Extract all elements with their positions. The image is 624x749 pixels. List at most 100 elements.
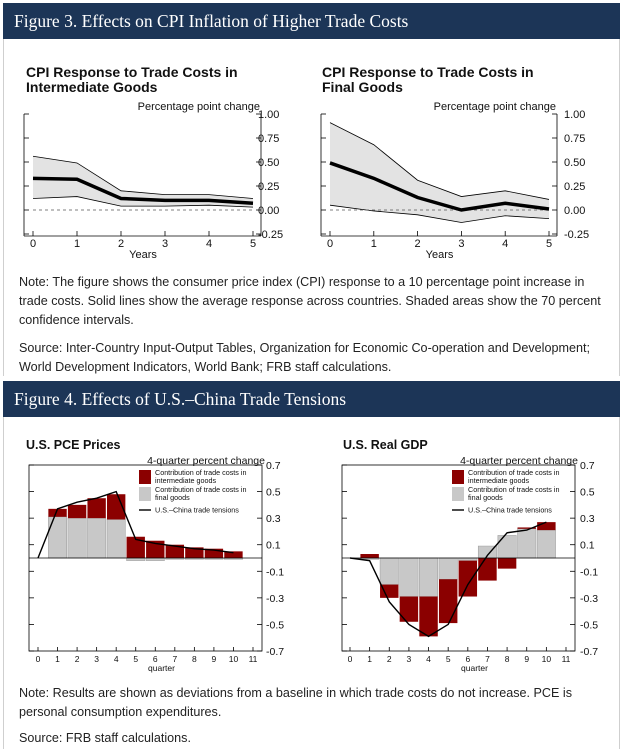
fig4-chart2-xtick-label: 10 [542,654,552,664]
fig4-chart1-xtick-label: 9 [212,654,217,664]
fig3-chart2-xtick-label: 0 [327,238,333,250]
fig3-chart1-xlabel: Years [129,249,157,261]
fig4-chart2-bar-final [399,557,419,597]
fig4-chart1-ytick-label: 0.5 [266,487,281,499]
fig4-chart1-xtick-label: 11 [249,654,258,664]
figure-3-panel [3,39,620,376]
fig4-chart1-ytick-label: 0.3 [266,513,281,525]
fig3-chart1-confidence-band [33,156,253,208]
fig4-chart2-bar-intermediate [399,596,419,622]
fig4-chart1-bar-intermediate [224,551,243,558]
fig4-chart2-ytick-label: 0.7 [580,460,595,472]
fig4-chart2-title: U.S. Real GDP [343,438,428,452]
fig4-chart1-legend-intermediate-line2: intermediate goods [155,476,217,485]
fig3-chart1-ytick-label: 0.75 [258,133,279,145]
fig3-chart1-title-line1: CPI Response to Trade Costs in [26,64,238,80]
fig4-chart1-xtick-label: 3 [94,654,99,664]
fig3-chart2-xtick-label: 5 [546,238,552,250]
fig4-chart1-bar-intermediate [87,498,106,519]
fig4-chart1-xtick-label: 7 [172,654,177,664]
fig3-chart1-xtick-label: 4 [206,238,212,250]
fig4-chart2-ytick-label: 0.1 [580,540,595,552]
fig4-chart2-xtick-label: 6 [465,654,470,664]
fig3-chart1-mean-line [32,176,254,206]
fig3-chart2-band-upper [329,122,550,200]
fig4-chart2-bar-final [438,557,458,580]
fig4-chart2-bar-intermediate [537,522,556,531]
fig3-chart1-xtick-label: 5 [250,238,256,250]
fig3-chart2-mean-line [329,161,550,212]
fig3-chart2-title-line1: CPI Response to Trade Costs in [322,64,534,80]
fig3-chart1-title-line2: Intermediate Goods [26,79,158,95]
fig4-chart2-bar-intermediate [438,579,458,624]
fig4-chart2-bar-final [536,529,556,559]
fig4-chart2-xtick-label: 0 [348,654,353,664]
fig4-chart2-ytick-label: -0.5 [580,619,598,631]
fig4-chart1-ytick-label: 0.7 [266,460,281,472]
fig4-chart2-legend-final-line2: final goods [468,493,503,502]
fig4-chart2-ylabel: 4-quarter percent change [460,455,578,467]
fig3-chart2-ytick-label: -0.25 [564,229,589,241]
fig4-chart2-legend-final-line1: Contribution of trade costs in [468,485,560,494]
fig3-chart2-ytick-label: 0.75 [564,133,585,145]
fig4-chart1-xtick-label: 2 [75,654,80,664]
fig3-chart2-xtick-label: 1 [371,238,377,250]
fig3-chart2-title-line2: Final Goods [322,79,403,95]
fig4-chart2-xtick-label: 5 [446,654,451,664]
fig4-chart1-bar-intermediate [146,540,165,558]
fig4-chart1-title: U.S. PCE Prices [26,438,121,452]
fig4-chart1-bar-intermediate [185,547,204,558]
fig4-chart1-ytick-label: -0.5 [266,619,284,631]
fig3-chart1-band-upper [32,155,254,199]
figure-4-panel [3,417,620,749]
fig3-chart1-xtick-label: 1 [74,238,80,250]
fig4-chart2-bar-intermediate [360,554,379,558]
fig3-chart1-xtick-label: 3 [162,238,168,250]
figure-3-title: Figure 3. Effects on CPI Inflation of Hi… [3,3,620,39]
figure-4-source: Source: FRB staff calculations. [19,731,191,745]
fig4-chart2-xtick-label: 2 [387,654,392,664]
fig4-chart2-legend-swatch-final [452,487,464,501]
fig4-chart1-legend-swatch-final [139,487,151,501]
fig3-chart2-xlabel: Years [426,249,454,261]
fig3-chart2-confidence-band [330,122,549,223]
fig4-chart2-xtick-label: 11 [562,654,571,664]
figure-3-note: Note: The figure shows the consumer pric… [19,275,601,327]
fig4-chart2-legend-line-label: U.S.–China trade tensions [468,506,552,515]
fig4-chart1-bar-intermediate [48,508,67,517]
figure-4-title: Figure 4. Effects of U.S.–China Trade Te… [3,381,620,417]
fig4-chart1-ytick-label: -0.1 [266,566,284,578]
fig3-chart1-ytick-label: 1.00 [258,109,279,121]
fig4-chart1-bar-intermediate [165,544,185,558]
fig4-chart2-xtick-label: 8 [505,654,510,664]
fig3-chart1-ytick-label: 0.50 [258,157,279,169]
fig4-chart1-bar-final [87,517,107,559]
fig4-chart2-bar-final [517,528,537,559]
fig4-chart1-bar-final [106,519,126,559]
fig3-chart1-xtick-label: 0 [30,238,36,250]
fig4-chart2-bar-intermediate [497,558,517,569]
fig4-chart2-bar-intermediate [380,584,399,598]
fig4-chart2-bar-intermediate [419,596,438,637]
fig4-chart1-xtick-label: 1 [55,654,60,664]
fig4-chart2-bar-intermediate [478,558,497,581]
fig3-chart1-ytick-label: 0.00 [258,205,279,217]
fig4-chart2-xlabel: quarter [461,663,488,673]
fig4-chart1-xtick-label: 6 [153,654,158,664]
fig3-chart1-xtick-label: 2 [118,238,124,250]
fig4-chart1-legend-intermediate-line1: Contribution of trade costs in [155,468,247,477]
fig3-chart2-xtick-label: 3 [458,238,464,250]
fig4-chart2-legend-intermediate-line2: intermediate goods [468,476,530,485]
fig4-chart1-xtick-label: 5 [133,654,138,664]
fig4-chart2-ytick-label: -0.1 [580,566,598,578]
fig4-chart1-bar-final [48,516,67,559]
fig4-chart2-ytick-label: -0.3 [580,593,598,605]
fig4-chart1-legend-final-line2: final goods [155,493,190,502]
fig4-chart2-ytick-label: -0.7 [580,646,598,658]
fig3-chart2-ytick-label: 0.25 [564,181,585,193]
fig3-chart1-ylabel: Percentage point change [138,101,260,113]
fig4-chart2-xtick-label: 3 [407,654,412,664]
fig3-chart1-band-lower [32,196,254,208]
fig4-chart1-tensions-line [37,490,234,559]
